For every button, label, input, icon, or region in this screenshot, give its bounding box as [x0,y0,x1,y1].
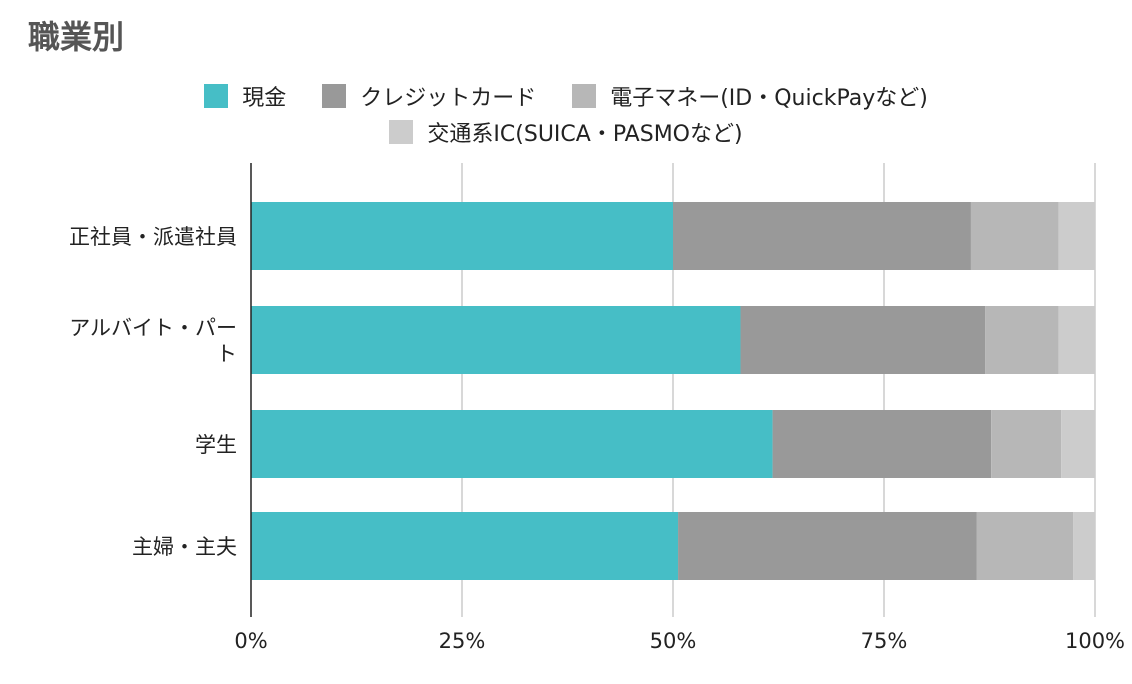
legend-label: 現金 [242,86,287,111]
legend-item-transit-ic[interactable]: 交通系IC(SUICA・PASMOなど) [389,116,743,148]
legend-item-cash[interactable]: 現金 [204,80,286,112]
legend-row-1: 現金 クレジットカード 電子マネー(ID・QuickPayなど) [0,80,1132,112]
bar-segment[interactable] [251,202,673,270]
legend-label: 交通系IC(SUICA・PASMOなど) [427,122,743,147]
bar-segment[interactable] [740,306,986,374]
bar-segment[interactable] [991,410,1062,478]
bar-segment[interactable] [985,306,1059,374]
legend-swatch [389,120,414,144]
y-category-label: 主婦・主夫 [132,535,237,559]
bar-segment[interactable] [251,512,679,580]
x-tick-label: 100% [1065,629,1125,653]
legend-row-2: 交通系IC(SUICA・PASMOなど) [0,116,1132,148]
bar-segment[interactable] [1061,410,1095,478]
y-category-label: 学生 [195,433,237,457]
y-category-label: 正社員・派遣社員 [69,225,237,249]
legend-label: 電子マネー(ID・QuickPayなど) [610,86,928,111]
chart-title: 職業別 [28,18,125,56]
legend-swatch [322,84,347,108]
bar-segment[interactable] [251,410,773,478]
bar-segment[interactable] [976,512,1074,580]
x-tick-label: 75% [861,629,908,653]
bar-segment[interactable] [772,410,992,478]
bar-segment[interactable] [673,202,971,270]
bar-segment[interactable] [1058,306,1095,374]
bar-segment[interactable] [970,202,1059,270]
legend-swatch [204,84,229,108]
bar-segment[interactable] [251,306,741,374]
bar-segment[interactable] [1058,202,1095,270]
x-tick-label: 0% [234,629,267,653]
legend-item-e-money[interactable]: 電子マネー(ID・QuickPayなど) [572,80,928,112]
legend-label: クレジットカード [360,86,537,111]
legend-item-credit-card[interactable]: クレジットカード [322,80,536,112]
legend-swatch [572,84,597,108]
y-category-label: アルバイト・パート [69,316,237,366]
bar-segment[interactable] [678,512,977,580]
x-tick-label: 50% [650,629,697,653]
bars [251,202,1095,580]
x-tick-label: 25% [439,629,486,653]
bar-segment[interactable] [1073,512,1095,580]
